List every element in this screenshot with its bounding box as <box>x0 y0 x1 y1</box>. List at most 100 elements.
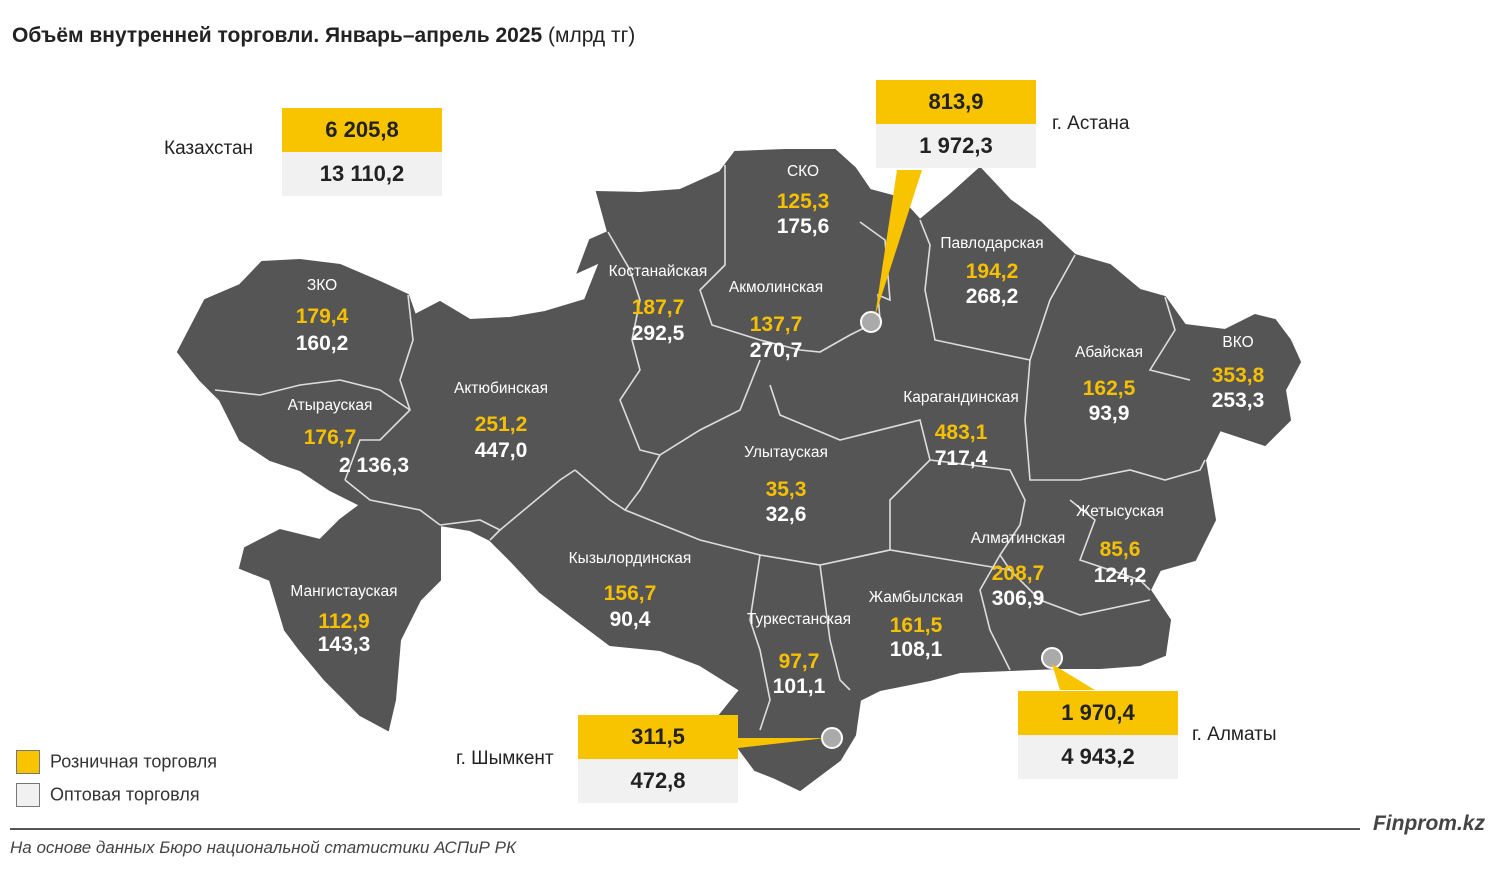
svg-text:179,4: 179,4 <box>296 305 349 328</box>
region-label-ulytau: Улытауская 35,3 32,6 <box>744 444 828 526</box>
region-label-zhetysu: Жетысуская 85,6 124,2 <box>1076 503 1164 587</box>
svg-text:СКО: СКО <box>787 163 819 180</box>
region-label-kyzylorda: Кызылординская 156,7 90,4 <box>569 550 692 631</box>
svg-text:Жетысуская: Жетысуская <box>1076 503 1164 520</box>
svg-text:Карагандинская: Карагандинская <box>903 389 1019 406</box>
svg-text:137,7: 137,7 <box>750 313 803 336</box>
svg-text:717,4: 717,4 <box>935 447 988 470</box>
svg-text:161,5: 161,5 <box>890 614 943 637</box>
brand-label: Finprom.kz <box>1372 812 1485 835</box>
page-title: Объём внутренней торговли. Январь–апрель… <box>12 24 635 48</box>
region-borders <box>214 165 1206 731</box>
source-note: На основе данных Бюро национальной стати… <box>10 838 516 857</box>
svg-text:353,8: 353,8 <box>1212 364 1265 387</box>
svg-text:270,7: 270,7 <box>750 339 803 362</box>
svg-text:Атырауская: Атырауская <box>288 397 373 414</box>
callout-kazakhstan-retail: 6 205,8 <box>282 108 442 152</box>
callout-astana-wholesale: 1 972,3 <box>876 124 1036 168</box>
svg-text:175,6: 175,6 <box>777 215 830 238</box>
region-label-kostanay: Костанайская 187,7 292,5 <box>609 263 708 345</box>
svg-text:187,7: 187,7 <box>632 296 685 319</box>
svg-text:124,2: 124,2 <box>1094 564 1147 587</box>
callout-label-shymkent: г. Шымкент <box>456 748 554 769</box>
svg-text:251,2: 251,2 <box>475 413 528 436</box>
svg-text:306,9: 306,9 <box>992 587 1045 610</box>
marker-astana <box>860 311 882 333</box>
svg-text:2 136,3: 2 136,3 <box>339 454 409 477</box>
svg-text:Павлодарская: Павлодарская <box>940 235 1043 252</box>
svg-text:93,9: 93,9 <box>1089 402 1130 425</box>
svg-text:112,9: 112,9 <box>318 610 369 633</box>
svg-text:Костанайская: Костанайская <box>609 263 708 280</box>
svg-text:90,4: 90,4 <box>610 608 651 631</box>
region-label-aktobe: Актюбинская 251,2 447,0 <box>454 380 548 462</box>
legend-wholesale: Оптовая торговля <box>16 783 200 807</box>
callout-almaty-retail: 1 970,4 <box>1018 691 1178 735</box>
region-label-vko: ВКО 353,8 253,3 <box>1212 334 1265 412</box>
svg-text:97,7: 97,7 <box>779 650 820 673</box>
region-label-turkestan: Туркестанская 97,7 101,1 <box>747 611 851 698</box>
pointer-almaty <box>1052 664 1095 690</box>
callout-astana: 813,9 1 972,3 <box>876 80 1036 168</box>
svg-text:Кызылординская: Кызылординская <box>569 550 692 567</box>
svg-text:ВКО: ВКО <box>1222 334 1253 351</box>
svg-text:253,3: 253,3 <box>1212 389 1265 412</box>
callout-label-almaty: г. Алматы <box>1192 724 1277 745</box>
svg-text:ЗКО: ЗКО <box>307 277 337 294</box>
legend-wholesale-swatch <box>16 783 40 807</box>
svg-text:156,7: 156,7 <box>604 582 657 605</box>
title-unit: (млрд тг) <box>548 24 636 47</box>
svg-text:125,3: 125,3 <box>777 190 830 213</box>
svg-text:85,6: 85,6 <box>1100 538 1141 561</box>
pointer-shymkent <box>738 738 826 748</box>
title-bold: Объём внутренней торговли. Январь–апрель… <box>12 24 543 47</box>
svg-text:108,1: 108,1 <box>890 638 943 661</box>
region-label-sko: СКО 125,3 175,6 <box>777 163 830 238</box>
svg-text:194,2: 194,2 <box>966 260 1019 283</box>
svg-text:268,2: 268,2 <box>966 285 1019 308</box>
svg-text:292,5: 292,5 <box>632 322 685 345</box>
svg-text:483,1: 483,1 <box>935 421 988 444</box>
map-silhouette <box>176 149 1302 792</box>
svg-text:Жамбылская: Жамбылская <box>869 589 964 606</box>
svg-text:143,3: 143,3 <box>318 633 371 656</box>
svg-text:176,7: 176,7 <box>304 426 357 449</box>
callout-kazakhstan-wholesale: 13 110,2 <box>282 152 442 196</box>
svg-text:208,7: 208,7 <box>992 562 1045 585</box>
region-label-zko: ЗКО 179,4 160,2 <box>296 277 349 355</box>
svg-text:32,6: 32,6 <box>766 503 807 526</box>
callout-kazakhstan: 6 205,8 13 110,2 <box>282 108 442 196</box>
marker-almaty <box>1041 647 1063 669</box>
region-label-abai: Абайская 162,5 93,9 <box>1075 344 1143 425</box>
legend-retail-label: Розничная торговля <box>50 751 217 772</box>
svg-text:35,3: 35,3 <box>766 478 807 501</box>
pointer-astana <box>875 170 922 316</box>
callout-almaty: 1 970,4 4 943,2 <box>1018 691 1178 779</box>
callout-shymkent-wholesale: 472,8 <box>578 759 738 803</box>
callout-label-astana: г. Астана <box>1052 113 1130 134</box>
region-label-zhambyl: Жамбылская 161,5 108,1 <box>869 589 964 661</box>
svg-text:Акмолинская: Акмолинская <box>729 279 823 296</box>
svg-text:101,1: 101,1 <box>773 675 826 698</box>
legend-retail-swatch <box>16 750 40 774</box>
callout-label-kazakhstan: Казахстан <box>164 138 254 159</box>
svg-text:Улытауская: Улытауская <box>744 444 828 461</box>
svg-text:160,2: 160,2 <box>296 332 349 355</box>
svg-text:Актюбинская: Актюбинская <box>454 380 548 397</box>
svg-text:447,0: 447,0 <box>475 439 528 462</box>
region-label-pavlodar: Павлодарская 194,2 268,2 <box>940 235 1043 308</box>
region-label-atyrau: Атырауская 176,7 2 136,3 <box>288 397 409 477</box>
svg-text:Абайская: Абайская <box>1075 344 1143 361</box>
svg-text:Алматинская: Алматинская <box>971 530 1066 547</box>
svg-text:162,5: 162,5 <box>1083 377 1136 400</box>
callout-shymkent-retail: 311,5 <box>578 715 738 759</box>
callout-almaty-wholesale: 4 943,2 <box>1018 735 1178 779</box>
callout-shymkent: 311,5 472,8 <box>578 715 738 803</box>
legend-wholesale-label: Оптовая торговля <box>50 784 200 805</box>
footer-rule <box>10 828 1360 830</box>
region-label-almaty-region: Алматинская 208,7 306,9 <box>971 530 1066 610</box>
svg-text:Туркестанская: Туркестанская <box>747 611 851 628</box>
svg-text:Мангистауская: Мангистауская <box>290 583 397 600</box>
region-label-akmola: Акмолинская 137,7 270,7 <box>729 279 823 362</box>
